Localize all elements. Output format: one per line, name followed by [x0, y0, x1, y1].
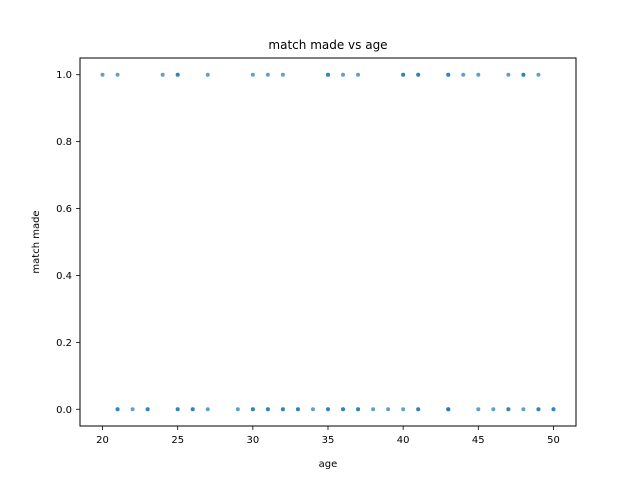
x-tick-label: 30 — [246, 435, 259, 446]
x-tick-label: 20 — [96, 435, 109, 446]
data-point — [341, 72, 346, 77]
data-point — [401, 72, 406, 77]
data-points-layer — [100, 72, 556, 412]
data-point — [371, 407, 376, 412]
data-point — [386, 407, 391, 412]
data-point — [506, 72, 511, 77]
data-point — [536, 407, 541, 412]
data-point — [115, 407, 120, 412]
data-point — [130, 407, 135, 412]
x-axis-label: age — [319, 459, 338, 470]
data-point — [250, 72, 255, 77]
data-point — [521, 407, 526, 412]
chart-title: match made vs age — [268, 38, 387, 52]
y-axis-label: match made — [31, 210, 42, 273]
y-axis-ticks: 0.0 0.2 0.4 0.6 0.8 1.0 — [56, 70, 80, 416]
data-point — [280, 72, 285, 77]
data-point — [326, 407, 330, 412]
data-point — [265, 72, 270, 77]
data-point — [265, 407, 270, 412]
data-point — [551, 407, 556, 412]
data-point — [100, 72, 105, 77]
data-point — [356, 72, 361, 77]
data-point — [536, 72, 541, 77]
data-point — [145, 407, 150, 412]
data-point — [461, 72, 466, 77]
data-point — [175, 72, 180, 77]
data-point — [416, 407, 421, 412]
x-tick-label: 45 — [472, 435, 485, 446]
y-tick-label: 0.2 — [56, 338, 72, 349]
data-point — [506, 407, 511, 412]
data-point — [190, 407, 195, 412]
x-tick-label: 25 — [171, 435, 184, 446]
data-point — [160, 72, 165, 77]
data-point — [491, 407, 496, 412]
x-tick-label: 50 — [547, 435, 560, 446]
y-tick-label: 0.8 — [56, 137, 72, 148]
data-point — [250, 407, 255, 412]
data-point — [356, 407, 361, 412]
data-point — [115, 72, 120, 77]
y-tick-label: 0.6 — [56, 204, 72, 215]
data-point — [310, 407, 315, 412]
data-point — [476, 72, 481, 77]
data-point — [401, 407, 406, 412]
data-point — [341, 407, 346, 412]
y-tick-label: 0.4 — [56, 271, 72, 282]
data-point — [446, 407, 451, 412]
x-tick-label: 35 — [322, 435, 335, 446]
data-point — [175, 407, 180, 412]
x-axis-ticks: 20 25 30 35 40 45 50 — [96, 426, 560, 446]
data-point — [235, 407, 240, 412]
data-point — [446, 72, 451, 77]
x-tick-label: 40 — [397, 435, 410, 446]
data-point — [326, 72, 330, 77]
data-point — [280, 407, 285, 412]
data-point — [205, 72, 210, 77]
y-tick-label: 1.0 — [56, 70, 72, 81]
data-point — [205, 407, 210, 412]
data-point — [521, 72, 526, 77]
data-point — [416, 72, 421, 77]
data-point — [476, 407, 481, 412]
y-tick-label: 0.0 — [56, 405, 72, 416]
data-point — [295, 407, 300, 412]
